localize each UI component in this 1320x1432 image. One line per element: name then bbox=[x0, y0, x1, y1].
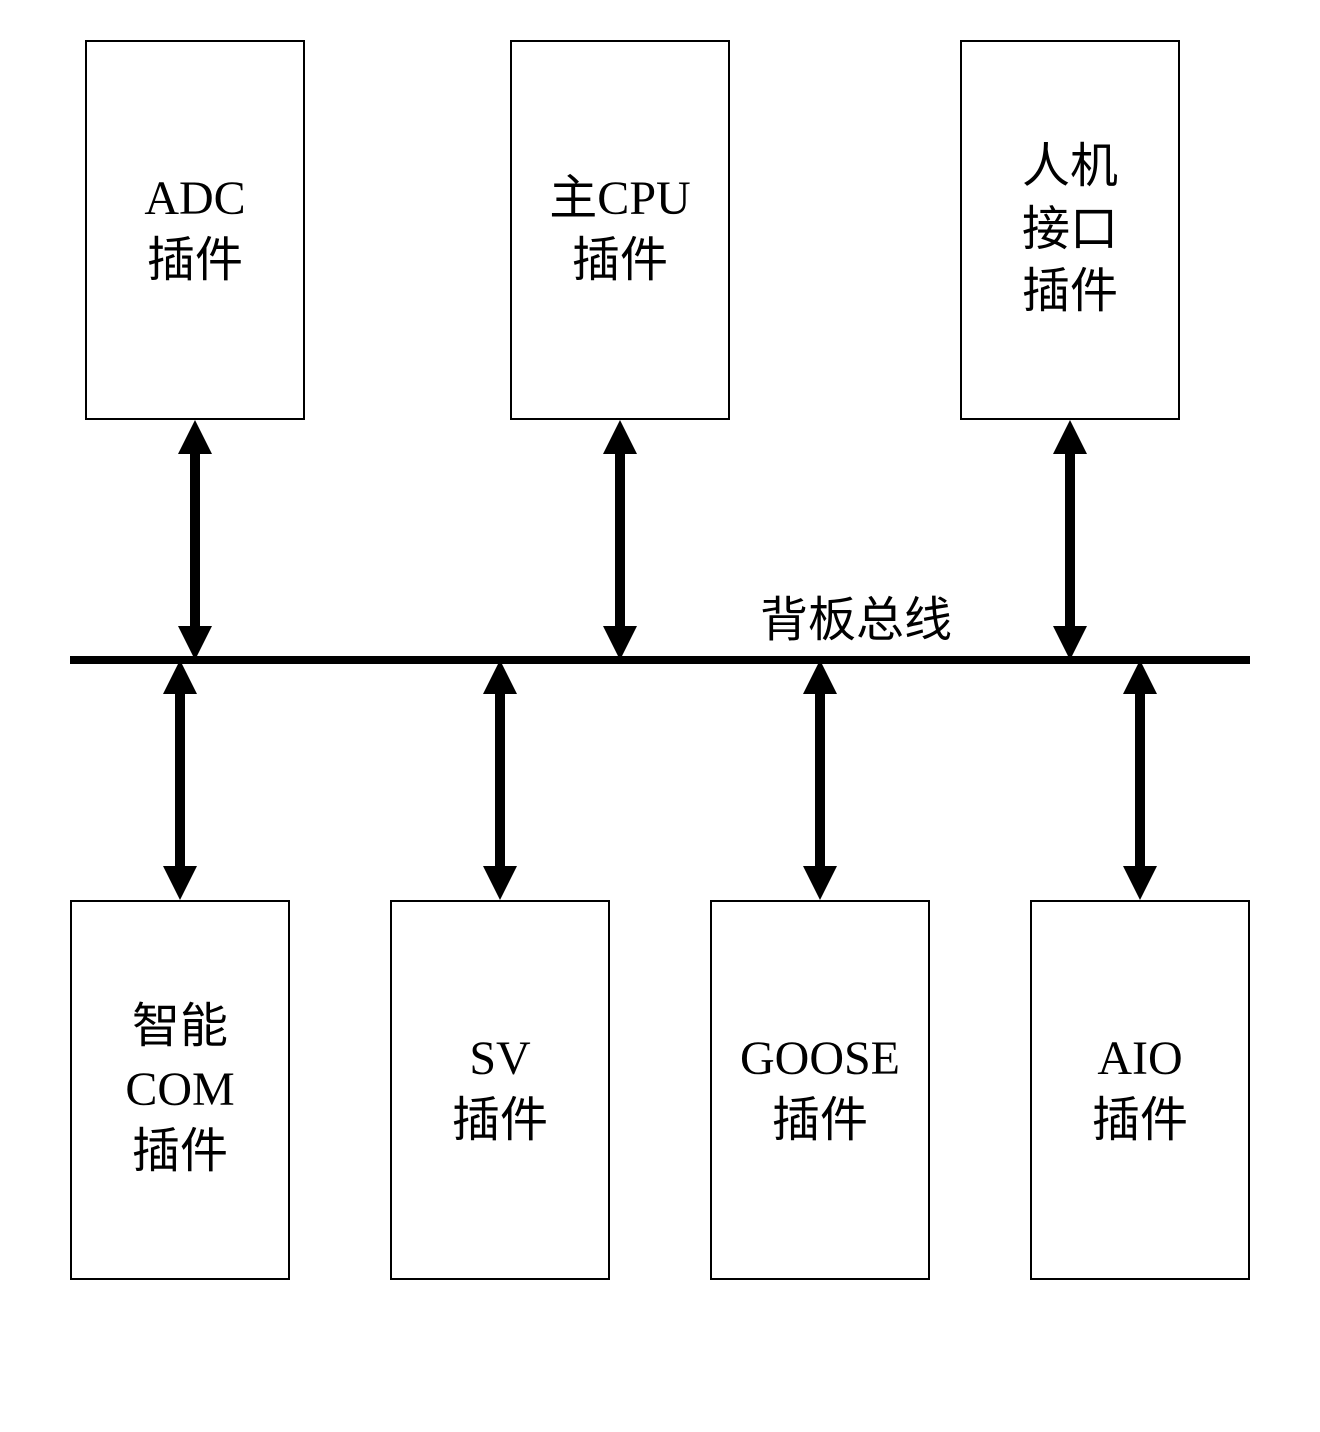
node-cpu-label: 主CPU插件 bbox=[549, 168, 690, 293]
bus-diagram: 背板总线 ADC插件 主CPU插件 人机接口插件 智能COM插件 SV插件 GO… bbox=[0, 0, 1320, 1432]
node-cpu: 主CPU插件 bbox=[510, 40, 730, 420]
node-hmi-label: 人机接口插件 bbox=[1022, 136, 1118, 323]
backplane-bus-line bbox=[70, 656, 1250, 664]
node-com-label: 智能COM插件 bbox=[125, 996, 234, 1183]
backplane-bus-label: 背板总线 bbox=[760, 580, 952, 650]
node-aio-label: AIO插件 bbox=[1092, 1028, 1188, 1153]
node-adc: ADC插件 bbox=[85, 40, 305, 420]
node-hmi: 人机接口插件 bbox=[960, 40, 1180, 420]
node-goose-label: GOOSE插件 bbox=[740, 1028, 900, 1153]
node-sv: SV插件 bbox=[390, 900, 610, 1280]
node-adc-label: ADC插件 bbox=[144, 168, 245, 293]
node-com: 智能COM插件 bbox=[70, 900, 290, 1280]
node-aio: AIO插件 bbox=[1030, 900, 1250, 1280]
node-sv-label: SV插件 bbox=[452, 1028, 548, 1153]
node-goose: GOOSE插件 bbox=[710, 900, 930, 1280]
